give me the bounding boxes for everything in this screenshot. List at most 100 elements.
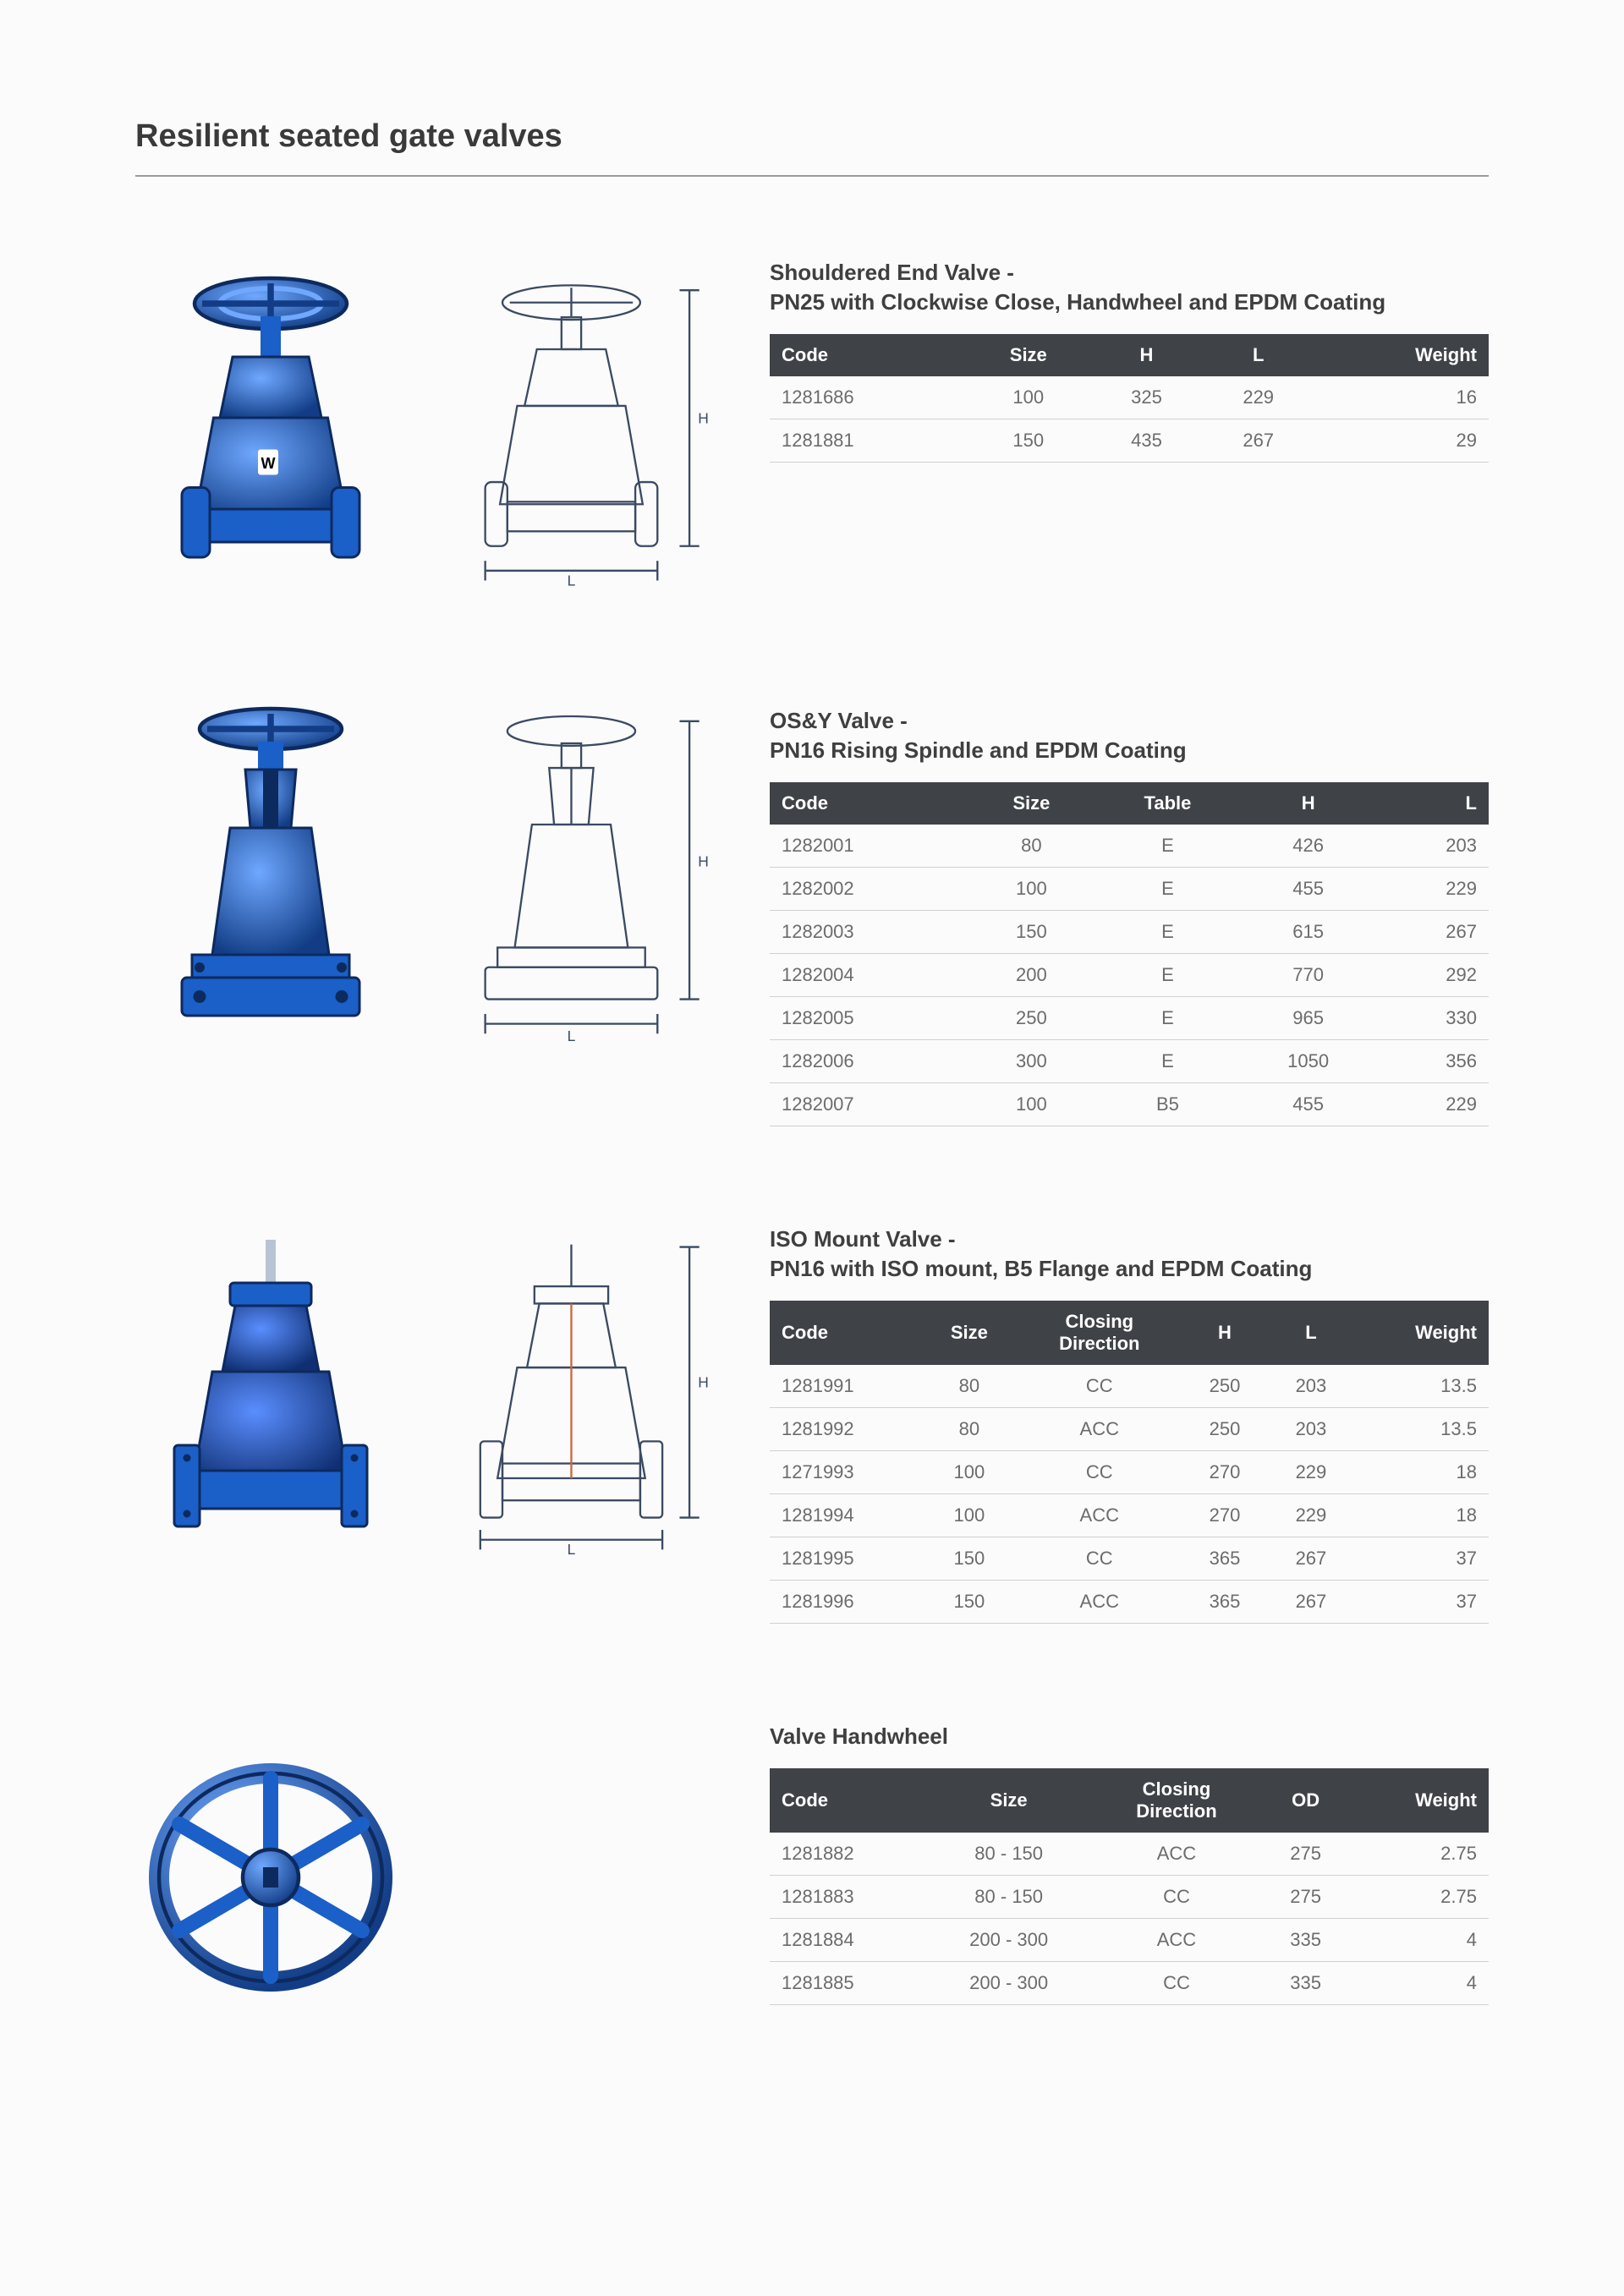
cell: B5: [1095, 1083, 1241, 1126]
cell: E: [1095, 868, 1241, 911]
svg-text:W: W: [261, 455, 276, 472]
col-header: Weight: [1354, 1301, 1489, 1365]
cell: E: [1095, 911, 1241, 954]
col-header: OD: [1261, 1768, 1350, 1833]
cell: 1281995: [770, 1537, 921, 1581]
cell: 13.5: [1354, 1408, 1489, 1451]
col-header: Code: [770, 1768, 925, 1833]
table-row: 1281996150ACC36526737: [770, 1581, 1489, 1624]
cell: E: [1095, 997, 1241, 1040]
cell: 200: [968, 954, 1095, 997]
cell: 1282001: [770, 825, 968, 868]
cell: CC: [1092, 1876, 1261, 1919]
cell: 1282002: [770, 868, 968, 911]
table-row: 128168610032522916: [770, 376, 1489, 419]
cell: ACC: [1018, 1408, 1182, 1451]
cell: 965: [1241, 997, 1375, 1040]
cell: 80: [968, 825, 1095, 868]
cell: 80 - 150: [925, 1833, 1091, 1876]
cell: 100: [921, 1451, 1018, 1494]
cell: 1281884: [770, 1919, 925, 1962]
cell: E: [1095, 1040, 1241, 1083]
table-row: 1282006300E1050356: [770, 1040, 1489, 1083]
cell: 365: [1182, 1581, 1268, 1624]
cell: 1282004: [770, 954, 968, 997]
cell: 275: [1261, 1876, 1350, 1919]
spec-table-osy: CodeSizeTableHL 128200180E42620312820021…: [770, 782, 1489, 1126]
cell: 80: [921, 1408, 1018, 1451]
section-osy: H L OS&Y Valve -PN16 Rising Spindle and …: [135, 701, 1489, 1126]
spec-table-handwheel: CodeSizeClosingDirectionODWeight 1281882…: [770, 1768, 1489, 2005]
table-row: 1282004200E770292: [770, 954, 1489, 997]
col-header: ClosingDirection: [1092, 1768, 1261, 1833]
cell: E: [1095, 954, 1241, 997]
col-header: Size: [925, 1768, 1091, 1833]
cell: 365: [1182, 1537, 1268, 1581]
section-handwheel: Valve Handwheel CodeSizeClosingDirection…: [135, 1717, 1489, 2038]
cell: 1281994: [770, 1494, 921, 1537]
cell: 435: [1090, 419, 1202, 463]
cell: 1281991: [770, 1365, 921, 1408]
section-iso-mount: H L ISO Mount Valve -PN16 with ISO mount…: [135, 1219, 1489, 1624]
cell: 1281881: [770, 419, 966, 463]
cell: 1281885: [770, 1962, 925, 2005]
cell: 1050: [1241, 1040, 1375, 1083]
cell: 4: [1350, 1919, 1489, 1962]
cell: ACC: [1018, 1494, 1182, 1537]
cell: CC: [1018, 1365, 1182, 1408]
image-pair: [135, 1717, 727, 2038]
cell: 203: [1268, 1408, 1354, 1451]
section-title: ISO Mount Valve -PN16 with ISO mount, B5…: [770, 1225, 1489, 1284]
cell: 229: [1268, 1451, 1354, 1494]
cell: 292: [1375, 954, 1489, 997]
product-photo-osy: [135, 701, 406, 1056]
table-row: 1281885200 - 300CC3354: [770, 1962, 1489, 2005]
cell: 1281992: [770, 1408, 921, 1451]
cell: 267: [1268, 1581, 1354, 1624]
table-row: 1282002100E455229: [770, 868, 1489, 911]
table-row: 128200180E426203: [770, 825, 1489, 868]
col-header: Size: [966, 334, 1090, 376]
col-header: Code: [770, 782, 968, 825]
cell: 18: [1354, 1451, 1489, 1494]
product-photo-shouldered: W: [135, 253, 406, 608]
cell: 330: [1375, 997, 1489, 1040]
cell: 29: [1314, 419, 1489, 463]
product-diagram-osy: H L: [448, 701, 719, 1056]
cell: 100: [968, 1083, 1095, 1126]
cell: 2.75: [1350, 1876, 1489, 1919]
spacer: [448, 1717, 719, 2038]
cell: 1281996: [770, 1581, 921, 1624]
col-header: Weight: [1350, 1768, 1489, 1833]
cell: CC: [1092, 1962, 1261, 2005]
cell: ACC: [1018, 1581, 1182, 1624]
cell: 203: [1268, 1365, 1354, 1408]
col-header: L: [1203, 334, 1314, 376]
cell: 200 - 300: [925, 1919, 1091, 1962]
table-row: 1282007100B5455229: [770, 1083, 1489, 1126]
cell: 770: [1241, 954, 1375, 997]
cell: 250: [1182, 1408, 1268, 1451]
cell: 4: [1350, 1962, 1489, 2005]
cell: 150: [966, 419, 1090, 463]
image-pair: H L: [135, 701, 727, 1056]
cell: 1282003: [770, 911, 968, 954]
table-row: 1281884200 - 300ACC3354: [770, 1919, 1489, 1962]
cell: 229: [1203, 376, 1314, 419]
cell: 80 - 150: [925, 1876, 1091, 1919]
cell: 615: [1241, 911, 1375, 954]
col-header: L: [1268, 1301, 1354, 1365]
spec-table-shouldered: CodeSizeHLWeight 12816861003252291612818…: [770, 334, 1489, 463]
cell: 229: [1375, 868, 1489, 911]
cell: 150: [921, 1581, 1018, 1624]
cell: 1282007: [770, 1083, 968, 1126]
cell: CC: [1018, 1537, 1182, 1581]
table-row: 128188280 - 150ACC2752.75: [770, 1833, 1489, 1876]
cell: 267: [1375, 911, 1489, 954]
col-header: Size: [921, 1301, 1018, 1365]
table-row: 1281995150CC36526737: [770, 1537, 1489, 1581]
image-pair: H L: [135, 1219, 727, 1575]
cell: 229: [1375, 1083, 1489, 1126]
cell: 100: [921, 1494, 1018, 1537]
spec-table-iso: CodeSizeClosingDirectionHLWeight 1281991…: [770, 1301, 1489, 1624]
